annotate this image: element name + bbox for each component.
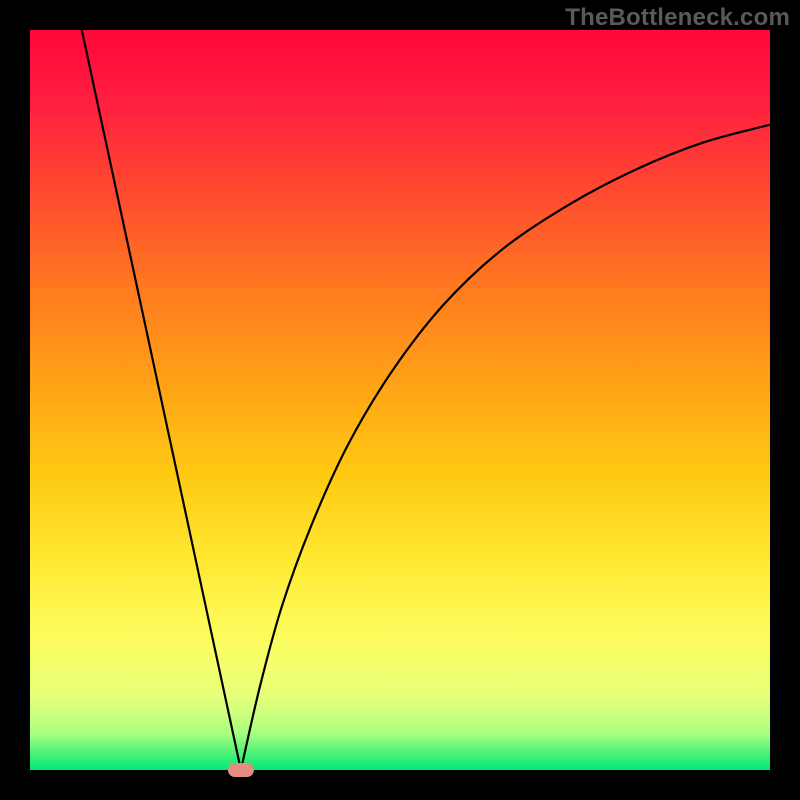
- bottleneck-chart: TheBottleneck.com: [0, 0, 800, 800]
- chart-svg: [0, 0, 800, 800]
- chart-plot-background: [30, 30, 770, 770]
- watermark-text: TheBottleneck.com: [565, 4, 790, 32]
- minimum-marker: [228, 763, 254, 777]
